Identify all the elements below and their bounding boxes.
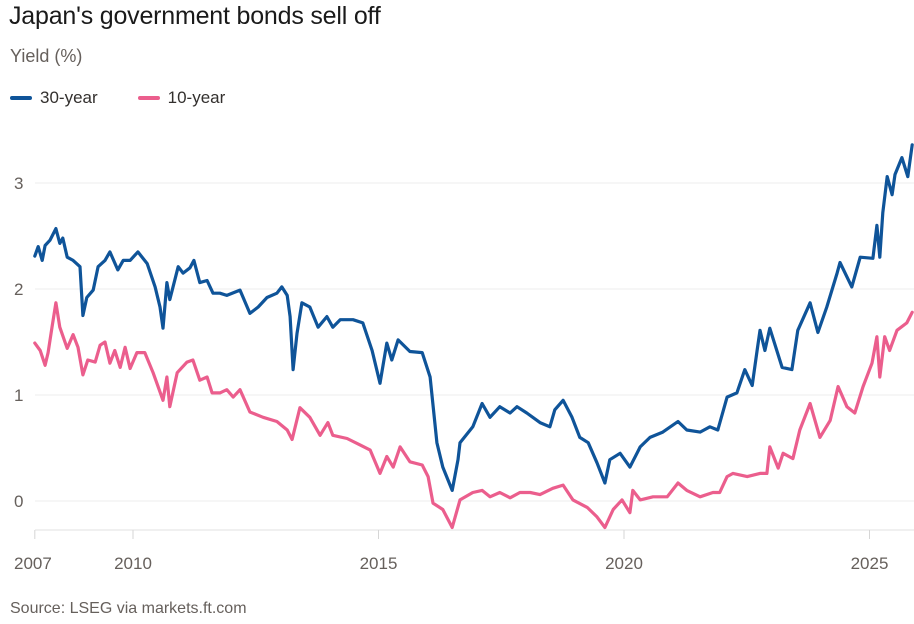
y-tick-label: 1 <box>14 386 23 405</box>
legend-item-30-year: 30-year <box>10 88 98 108</box>
x-tick-label: 2025 <box>851 554 889 573</box>
legend-label-10-year: 10-year <box>167 88 226 107</box>
series-line-10-year <box>33 301 914 530</box>
x-tick-label: 2015 <box>360 554 398 573</box>
legend-item-10-year: 10-year <box>137 88 226 108</box>
y-tick-label: 2 <box>14 280 23 299</box>
legend: 30-year 10-year <box>10 88 225 108</box>
chart-subtitle: Yield (%) <box>10 46 83 66</box>
series-line-30-year <box>33 143 914 492</box>
legend-label-30-year: 30-year <box>40 88 98 107</box>
y-tick-label: 3 <box>14 174 23 193</box>
source-note: Source: LSEG via markets.ft.com <box>10 600 247 617</box>
x-tick-label: 2020 <box>605 554 643 573</box>
x-tick-label: 2010 <box>114 554 152 573</box>
legend-swatch-30-year <box>10 96 32 100</box>
x-tick-label: 2007 <box>14 554 52 573</box>
chart-title: Japan's government bonds sell off <box>9 2 381 30</box>
y-tick-label: 0 <box>14 492 23 511</box>
legend-swatch-10-year <box>137 96 160 100</box>
